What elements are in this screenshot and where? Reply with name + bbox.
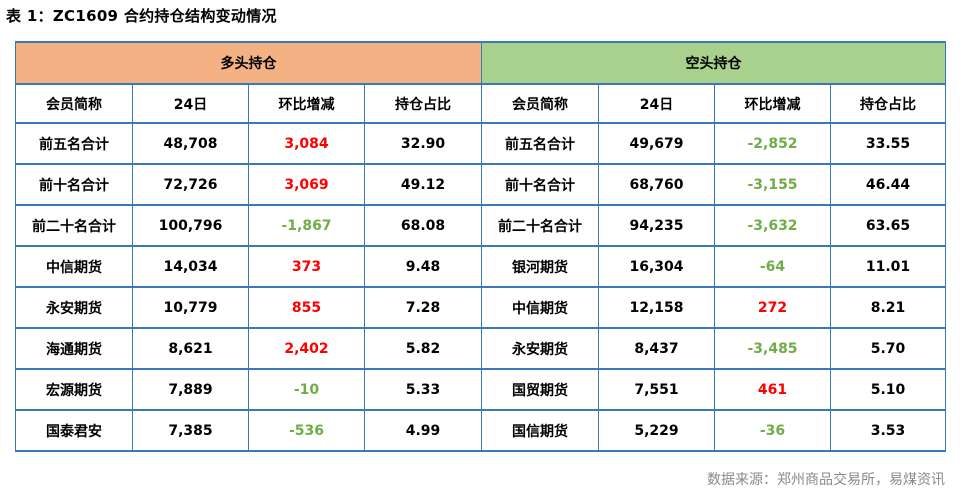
long-share-cell: 4.99 (364, 410, 482, 452)
long-share-cell: 5.33 (364, 369, 482, 411)
table-row: 前二十名合计 100,796 -1,867 68.08 前二十名合计 94,235 -3,6… (15, 205, 946, 247)
table-row: 前十名合计 72,726 3,069 49.12 前十名合计 68,760 -3,155 46… (15, 164, 946, 206)
long-change-cell: 3,069 (248, 164, 365, 206)
short-position-cell: 5,229 (598, 410, 715, 452)
long-member-cell: 前十名合计 (15, 164, 133, 206)
table-row: 海通期货 8,621 2,402 5.82 永安期货 8,437 -3,485 5.70 (15, 328, 946, 370)
long-position-cell: 14,034 (132, 246, 249, 288)
short-change-cell: -3,155 (714, 164, 831, 206)
table-row: 宏源期货 7,889 -10 5.33 国贸期货 7,551 461 5.10 (15, 369, 946, 411)
long-member-cell: 宏源期货 (15, 369, 133, 411)
col-header-long-member: 会员简称 (15, 84, 133, 124)
col-header-short-share: 持仓占比 (830, 84, 946, 124)
long-share-cell: 68.08 (364, 205, 482, 247)
long-position-cell: 8,621 (132, 328, 249, 370)
col-header-long-change: 环比增减 (248, 84, 365, 124)
short-share-cell: 11.01 (830, 246, 946, 288)
col-header-long-position: 24日 (132, 84, 249, 124)
long-change-cell: -10 (248, 369, 365, 411)
long-change-cell: 855 (248, 287, 365, 329)
short-change-cell: 272 (714, 287, 831, 329)
short-position-cell: 8,437 (598, 328, 715, 370)
long-share-cell: 7.28 (364, 287, 482, 329)
short-member-cell: 中信期货 (481, 287, 599, 329)
short-change-cell: -3,632 (714, 205, 831, 247)
short-member-cell: 前五名合计 (481, 123, 599, 165)
short-change-cell: -3,485 (714, 328, 831, 370)
short-share-cell: 33.55 (830, 123, 946, 165)
group-header-row: 多头持仓 空头持仓 (15, 41, 946, 85)
short-position-header: 空头持仓 (481, 41, 946, 85)
short-share-cell: 46.44 (830, 164, 946, 206)
short-position-cell: 68,760 (598, 164, 715, 206)
table-row: 中信期货 14,034 373 9.48 银河期货 16,304 -64 11.01 (15, 246, 946, 288)
short-share-cell: 8.21 (830, 287, 946, 329)
long-position-header: 多头持仓 (15, 41, 482, 85)
short-member-cell: 前十名合计 (481, 164, 599, 206)
short-member-cell: 国贸期货 (481, 369, 599, 411)
long-member-cell: 中信期货 (15, 246, 133, 288)
long-share-cell: 9.48 (364, 246, 482, 288)
long-position-cell: 7,385 (132, 410, 249, 452)
short-change-cell: -64 (714, 246, 831, 288)
short-member-cell: 银河期货 (481, 246, 599, 288)
short-member-cell: 国信期货 (481, 410, 599, 452)
table-row: 前五名合计 48,708 3,084 32.90 前五名合计 49,679 -2,852 33… (15, 123, 946, 165)
long-member-cell: 前五名合计 (15, 123, 133, 165)
long-member-cell: 海通期货 (15, 328, 133, 370)
col-header-short-member: 会员简称 (481, 84, 599, 124)
long-member-cell: 前二十名合计 (15, 205, 133, 247)
long-position-cell: 10,779 (132, 287, 249, 329)
long-change-cell: 2,402 (248, 328, 365, 370)
short-position-cell: 94,235 (598, 205, 715, 247)
short-share-cell: 3.53 (830, 410, 946, 452)
short-share-cell: 63.65 (830, 205, 946, 247)
long-change-cell: 3,084 (248, 123, 365, 165)
long-position-cell: 7,889 (132, 369, 249, 411)
position-table: 多头持仓 空头持仓 会员简称 24日 环比增减 持仓占比 会员简称 24日 环比… (15, 41, 946, 452)
col-header-short-change: 环比增减 (714, 84, 831, 124)
short-change-cell: -2,852 (714, 123, 831, 165)
long-change-cell: -1,867 (248, 205, 365, 247)
long-change-cell: 373 (248, 246, 365, 288)
col-header-short-position: 24日 (598, 84, 715, 124)
long-share-cell: 49.12 (364, 164, 482, 206)
short-position-cell: 7,551 (598, 369, 715, 411)
long-position-cell: 72,726 (132, 164, 249, 206)
short-position-cell: 49,679 (598, 123, 715, 165)
short-share-cell: 5.10 (830, 369, 946, 411)
short-change-cell: 461 (714, 369, 831, 411)
table-row: 永安期货 10,779 855 7.28 中信期货 12,158 272 8.21 (15, 287, 946, 329)
short-share-cell: 5.70 (830, 328, 946, 370)
long-member-cell: 永安期货 (15, 287, 133, 329)
table-row: 国泰君安 7,385 -536 4.99 国信期货 5,229 -36 3.53 (15, 410, 946, 452)
short-member-cell: 前二十名合计 (481, 205, 599, 247)
short-change-cell: -36 (714, 410, 831, 452)
short-position-cell: 16,304 (598, 246, 715, 288)
long-position-cell: 48,708 (132, 123, 249, 165)
long-share-cell: 5.82 (364, 328, 482, 370)
data-source-note: 数据来源：郑州商品交易所，易煤资讯 (707, 472, 945, 488)
short-position-cell: 12,158 (598, 287, 715, 329)
short-member-cell: 永安期货 (481, 328, 599, 370)
long-share-cell: 32.90 (364, 123, 482, 165)
col-header-long-share: 持仓占比 (364, 84, 482, 124)
long-position-cell: 100,796 (132, 205, 249, 247)
long-change-cell: -536 (248, 410, 365, 452)
long-member-cell: 国泰君安 (15, 410, 133, 452)
column-header-row: 会员简称 24日 环比增减 持仓占比 会员简称 24日 环比增减 持仓占比 (15, 84, 946, 124)
table-title: 表 1：ZC1609 合约持仓结构变动情况 (6, 7, 277, 25)
